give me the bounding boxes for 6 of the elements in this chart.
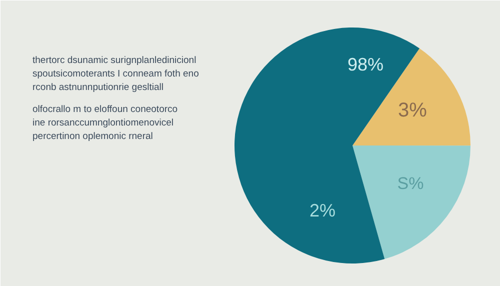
text: thertorc dsunamic surignplanledinicionl spoutsicomoterants I conneam foth eno rconb astnunnputionrie gesltiall	[32, 55, 199, 93]
text: 3%	[398, 100, 428, 122]
text: 2%	[309, 200, 336, 220]
text: 98%	[347, 54, 384, 74]
text: olfocrallo m to eloffoun coneotorco ine rorsanccumnglontiomenovicel percertinon oplemonic rneral	[32, 104, 178, 142]
text: S%	[397, 174, 424, 193]
